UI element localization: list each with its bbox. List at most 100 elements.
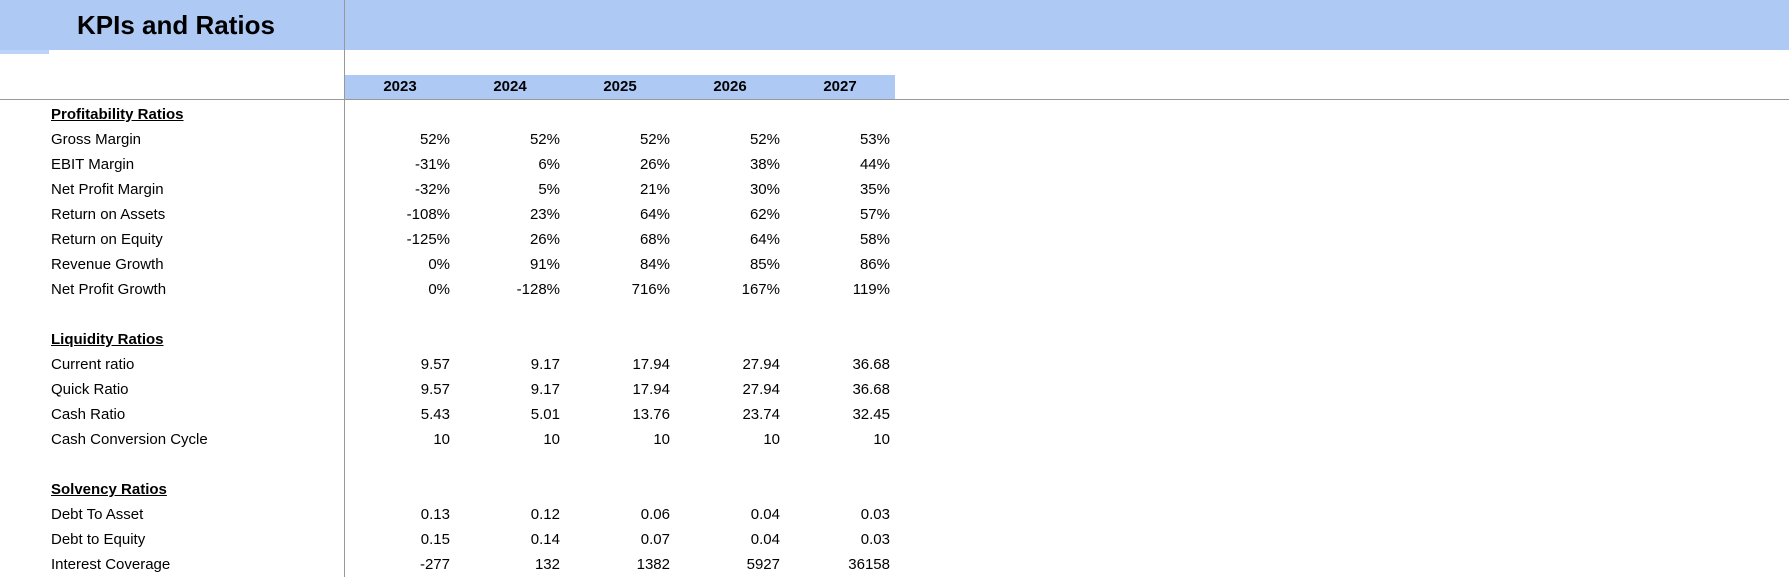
value-cell[interactable]: 167% xyxy=(741,281,780,298)
value-cell[interactable]: 36158 xyxy=(848,556,890,573)
value-cell[interactable]: 716% xyxy=(631,281,670,298)
value-cell[interactable]: 58% xyxy=(859,231,890,248)
value-cell[interactable]: 0.15 xyxy=(420,531,450,548)
value-cell[interactable]: 6% xyxy=(538,156,560,173)
value-cell[interactable]: 64% xyxy=(639,206,670,223)
value-cell[interactable]: 27.94 xyxy=(742,381,780,398)
value-cell[interactable]: 64% xyxy=(749,231,780,248)
row-label-cell[interactable]: Revenue Growth xyxy=(51,256,164,273)
value-cell[interactable]: 0.06 xyxy=(640,506,670,523)
value-cell[interactable]: 0.14 xyxy=(530,531,560,548)
value-cell[interactable]: 26% xyxy=(529,231,560,248)
value-cell[interactable]: -31% xyxy=(414,156,450,173)
value-cell[interactable]: 5.01 xyxy=(530,406,560,423)
value-cell[interactable]: 27.94 xyxy=(742,356,780,373)
value-cell[interactable]: 1382 xyxy=(636,556,670,573)
row-label-cell[interactable]: Debt To Asset xyxy=(51,506,144,523)
value-cell[interactable]: 57% xyxy=(859,206,890,223)
value-cell[interactable]: 68% xyxy=(639,231,670,248)
row-label-cell[interactable]: Net Profit Margin xyxy=(51,181,164,198)
value-cell[interactable]: -128% xyxy=(516,281,560,298)
value-cell[interactable]: 5927 xyxy=(746,556,780,573)
value-cell[interactable]: 84% xyxy=(639,256,670,273)
value-cell[interactable]: 0.12 xyxy=(530,506,560,523)
value-cell[interactable]: 132 xyxy=(534,556,560,573)
value-cell[interactable]: 86% xyxy=(859,256,890,273)
value-cell[interactable]: 53% xyxy=(859,131,890,148)
value-cell[interactable]: 91% xyxy=(529,256,560,273)
row-label-cell[interactable]: Profitability Ratios xyxy=(51,106,184,123)
row-label-cell[interactable]: Current ratio xyxy=(51,356,135,373)
value-cell[interactable]: 52% xyxy=(749,131,780,148)
value-cell[interactable]: 52% xyxy=(419,131,450,148)
value-cell[interactable]: 36.68 xyxy=(852,356,890,373)
year-header-cell[interactable]: 2027 xyxy=(823,78,857,95)
year-header-cell[interactable]: 2025 xyxy=(603,78,637,95)
value-cell[interactable]: 35% xyxy=(859,181,890,198)
value-cell[interactable]: 5% xyxy=(538,181,560,198)
value-cell[interactable]: 9.17 xyxy=(530,356,560,373)
value-cell[interactable]: 26% xyxy=(639,156,670,173)
year-header-cell[interactable]: 2026 xyxy=(713,78,747,95)
value-cell[interactable]: 38% xyxy=(749,156,780,173)
value-cell[interactable]: 44% xyxy=(859,156,890,173)
row-label-cell[interactable]: Return on Equity xyxy=(51,231,163,248)
value-cell[interactable]: 0.03 xyxy=(860,531,890,548)
value-cell[interactable]: 9.17 xyxy=(530,381,560,398)
value-cell[interactable]: 23.74 xyxy=(742,406,780,423)
value-cell[interactable]: 0.03 xyxy=(860,506,890,523)
value-cell[interactable]: 10 xyxy=(543,431,560,448)
row-label-cell[interactable]: Return on Assets xyxy=(51,206,166,223)
value-cell[interactable]: 0.13 xyxy=(420,506,450,523)
row-label-cell[interactable]: Cash Ratio xyxy=(51,406,126,423)
row-label-cell[interactable]: Net Profit Growth xyxy=(51,281,167,298)
table-row xyxy=(0,302,895,327)
title-banner xyxy=(0,0,1789,50)
value-cell[interactable]: 21% xyxy=(639,181,670,198)
value-cell[interactable]: -277 xyxy=(419,556,450,573)
value-cell[interactable]: 10 xyxy=(873,431,890,448)
row-label-cell[interactable]: Cash Conversion Cycle xyxy=(51,431,208,448)
row-label-cell[interactable]: Gross Margin xyxy=(51,131,142,148)
vertical-gridline xyxy=(344,0,345,577)
value-cell[interactable]: 30% xyxy=(749,181,780,198)
value-cell[interactable]: 0.04 xyxy=(750,531,780,548)
value-cell[interactable]: 17.94 xyxy=(632,381,670,398)
year-header-cell[interactable]: 2024 xyxy=(493,78,527,95)
value-cell[interactable]: 9.57 xyxy=(420,381,450,398)
value-cell[interactable]: 62% xyxy=(749,206,780,223)
value-cell[interactable]: 32.45 xyxy=(852,406,890,423)
value-cell[interactable]: -108% xyxy=(406,206,450,223)
row-label-cell[interactable]: Debt to Equity xyxy=(51,531,146,548)
row-label-cell[interactable]: Interest Coverage xyxy=(51,556,171,573)
value-cell[interactable]: 119% xyxy=(852,281,890,298)
value-cell[interactable]: -32% xyxy=(414,181,450,198)
value-cell[interactable]: -125% xyxy=(406,231,450,248)
value-cell[interactable]: 85% xyxy=(749,256,780,273)
row-label-cell[interactable]: Solvency Ratios xyxy=(51,481,167,498)
value-cell[interactable]: 9.57 xyxy=(420,356,450,373)
value-cell[interactable]: 0.07 xyxy=(640,531,670,548)
value-cell[interactable]: 23% xyxy=(529,206,560,223)
row-label-cell[interactable]: Quick Ratio xyxy=(51,381,129,398)
value-cell[interactable]: 5.43 xyxy=(420,406,450,423)
value-cell[interactable]: 52% xyxy=(529,131,560,148)
value-cell[interactable]: 10 xyxy=(763,431,780,448)
row-label-cell[interactable]: Liquidity Ratios xyxy=(51,331,164,348)
value-cell[interactable]: 10 xyxy=(433,431,450,448)
table-row: Return on Assets -108% 23% 64% 62% 57% xyxy=(0,202,895,227)
row-label-cell[interactable]: EBIT Margin xyxy=(51,156,135,173)
table-row: Cash Conversion Cycle 10 10 10 10 10 xyxy=(0,427,895,452)
value-cell[interactable]: 0.04 xyxy=(750,506,780,523)
table-row: Cash Ratio 5.43 5.01 13.76 23.74 32.45 xyxy=(0,402,895,427)
year-header-cell[interactable]: 2023 xyxy=(383,78,417,95)
value-cell[interactable]: 17.94 xyxy=(632,356,670,373)
value-cell[interactable]: 0% xyxy=(428,256,450,273)
value-cell[interactable]: 13.76 xyxy=(632,406,670,423)
value-cell[interactable]: 52% xyxy=(639,131,670,148)
value-cell[interactable]: 36.68 xyxy=(852,381,890,398)
table-row: Interest Coverage -277 132 1382 5927 361… xyxy=(0,552,895,577)
value-cell[interactable]: 10 xyxy=(653,431,670,448)
value-cell[interactable]: 0% xyxy=(428,281,450,298)
rows: Profitability Ratios Gross Margin 52% 52… xyxy=(0,102,895,577)
